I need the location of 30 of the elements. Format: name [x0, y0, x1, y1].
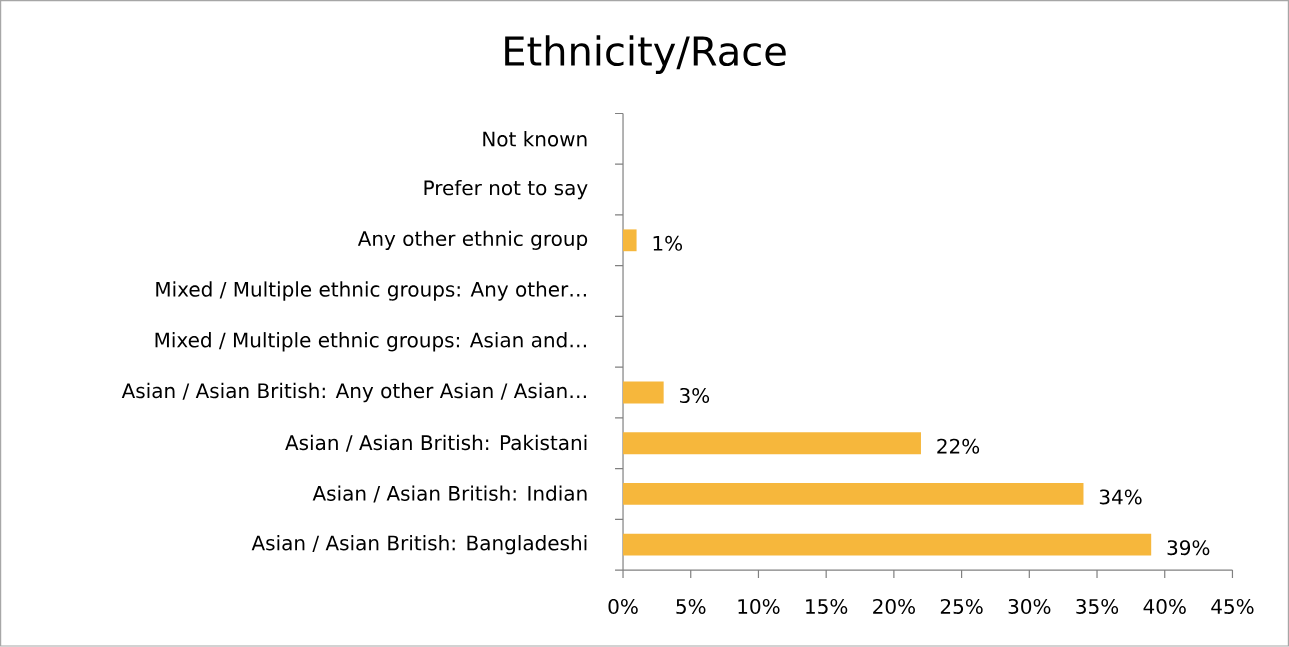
x-tick-label: 20%: [873, 599, 915, 615]
data-label: 34%: [1099, 489, 1142, 505]
x-tick-label: 35%: [1076, 599, 1119, 615]
bar: [623, 229, 637, 252]
data-label: 3%: [680, 388, 710, 404]
bar: [623, 533, 1152, 556]
y-tick-label: Any other ethnic group: [357, 230, 588, 251]
y-tick-label: Asian / Asian British: Pakistani: [285, 434, 587, 452]
x-tick-label: 5%: [676, 599, 706, 615]
chart-title: Ethnicity/Race: [505, 35, 786, 75]
x-tick-label: 25%: [940, 599, 983, 615]
x-tick-label: 45%: [1211, 599, 1254, 615]
x-tick-label: 40%: [1143, 599, 1186, 615]
bar: [623, 432, 921, 455]
x-tick-label: 0%: [608, 599, 638, 615]
y-tick-label: Asian / Asian British: Any other Asian / Asian…: [121, 383, 586, 403]
data-label: 39%: [1167, 540, 1210, 556]
y-tick-label: Asian / Asian British: Indian: [312, 485, 587, 503]
bar: [623, 381, 664, 404]
y-tick-label: Mixed / Multiple ethnic groups: Asian and…: [155, 332, 586, 352]
bar: [623, 483, 1084, 506]
y-tick-label: Mixed / Multiple ethnic groups: Any other…: [156, 281, 586, 301]
y-tick-label: Not known: [483, 131, 587, 147]
x-tick-label: 15%: [806, 599, 848, 615]
x-tick-label: 10%: [738, 599, 780, 615]
data-label: 22%: [937, 438, 980, 454]
x-tick-label: 30%: [1008, 599, 1051, 615]
y-tick-label: Prefer not to say: [424, 180, 588, 200]
data-label: 1%: [653, 235, 683, 252]
y-tick-label: Asian / Asian British: Bangladeshi: [251, 535, 587, 555]
